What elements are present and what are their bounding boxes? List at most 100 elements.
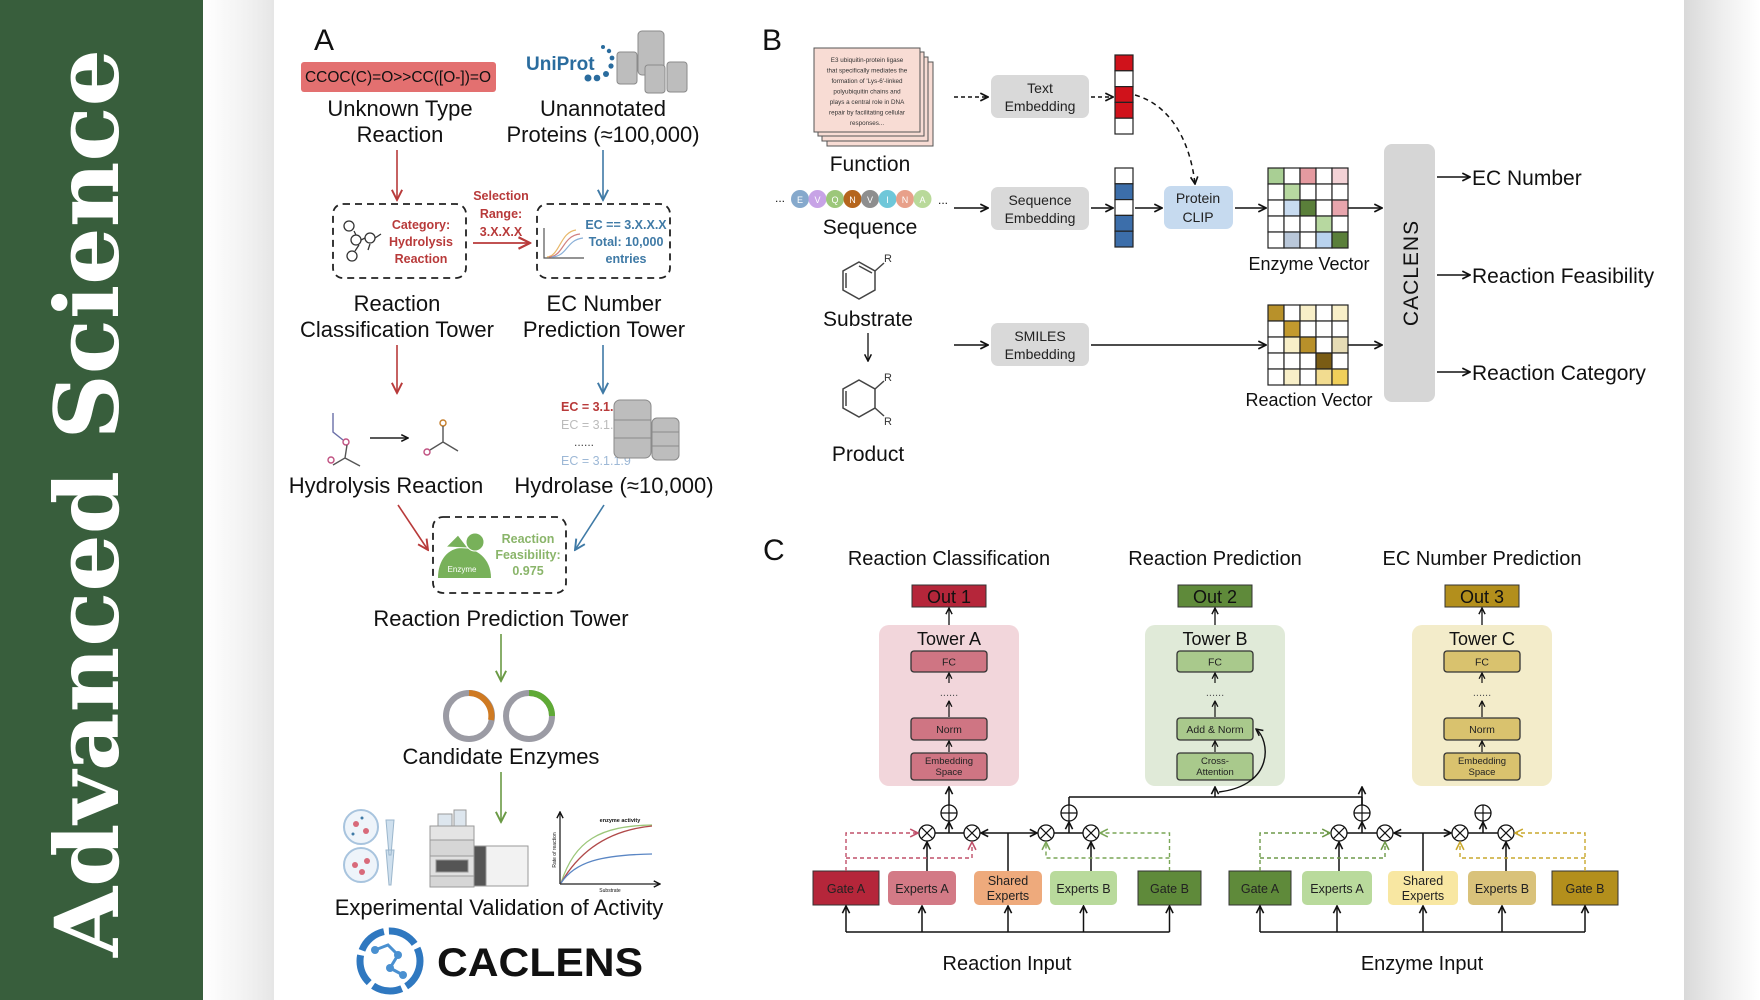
task-header: Reaction Classification xyxy=(848,548,1050,570)
multiply-icon-glyph xyxy=(1378,826,1392,840)
moe-block xyxy=(1302,871,1372,905)
grid-cell xyxy=(1315,183,1333,201)
tower-layer-box xyxy=(1176,650,1254,673)
reaction-input-label: Reaction Input xyxy=(943,953,1072,975)
candidate-enzymes-icon xyxy=(443,690,555,742)
tower-layer-box xyxy=(1443,717,1521,741)
residue-bead xyxy=(826,190,844,208)
tower-layer-box xyxy=(910,752,988,781)
panel-b: B E3 ubiquitin-protein ligase that specif… xyxy=(762,24,1655,466)
grid-cell xyxy=(1315,320,1333,338)
tower-layer-label: Embedding xyxy=(1458,756,1506,767)
r-group-label: R xyxy=(884,253,892,265)
activity-chart-xlabel: Substrate xyxy=(599,888,621,894)
function-text-line: repair by facilitating cellular xyxy=(829,110,905,117)
output-label: Out 2 xyxy=(1193,587,1237,607)
classification-category-line3: Reaction xyxy=(395,252,448,266)
ec-box-line2: Total: 10,000 xyxy=(589,235,664,249)
residue-bead xyxy=(843,190,862,208)
classification-category-line2: Hydrolysis xyxy=(389,235,453,249)
task-header: Reaction Prediction xyxy=(1128,548,1301,570)
output-reaction-category: Reaction Category xyxy=(1472,362,1646,385)
sequence-ellipsis: ... xyxy=(938,193,948,207)
grid-cell xyxy=(1315,199,1333,217)
caclens-model-block xyxy=(1384,144,1435,402)
grid-cell xyxy=(1331,368,1349,386)
grid-cell xyxy=(1315,352,1333,370)
residue-bead xyxy=(861,190,879,208)
classification-category-line1: Category: xyxy=(392,218,450,232)
gate-dashed-line xyxy=(846,842,972,859)
caclens-model-label: CACLENS xyxy=(1400,220,1423,326)
grid-cell xyxy=(1315,368,1333,386)
tower-layer-label: FC xyxy=(942,657,956,669)
grid-cell xyxy=(1283,183,1301,201)
database-icon xyxy=(613,399,680,461)
function-text-line: polyubiquitin chains and xyxy=(833,89,901,96)
tower-layer-label: FC xyxy=(1475,657,1489,669)
ec-list-item: EC = 3.1.2.1 xyxy=(561,400,631,414)
moe-block-label: Shared xyxy=(988,874,1028,888)
grid-cell xyxy=(1267,231,1285,249)
output-box xyxy=(1444,584,1520,608)
substrate-structure-icon: R xyxy=(842,253,892,300)
grid-cell xyxy=(1299,215,1317,233)
text-embedding-line1: Text xyxy=(1027,80,1053,96)
function-text-line: plays a central role in DNA xyxy=(830,99,905,106)
tower-layer-box xyxy=(1176,752,1254,781)
grid-cell xyxy=(1315,231,1333,249)
residual-arrow-icon xyxy=(1218,729,1266,793)
prediction-tower-label: Reaction Prediction Tower xyxy=(373,606,628,631)
ec-list-item: EC = 3.1.2.6 xyxy=(561,418,631,432)
selection-range-line1: Selection xyxy=(473,189,529,203)
ec-box-line3: entries xyxy=(606,252,647,266)
tower-title: Tower C xyxy=(1449,629,1515,649)
r-group-label: R xyxy=(884,416,892,428)
ec-box-line1: EC == 3.X.X.X xyxy=(585,218,667,232)
moe-block xyxy=(1468,871,1536,905)
sum-icon-glyph xyxy=(1061,805,1077,821)
residue-letter: N xyxy=(902,195,909,205)
moe-block xyxy=(1228,870,1292,906)
vector-cell xyxy=(1114,199,1134,217)
product-label: Product xyxy=(832,443,905,466)
function-text-line: responses... xyxy=(850,120,885,127)
molecule-icon xyxy=(343,220,382,262)
ec-list-ellipsis: ...... xyxy=(574,435,594,449)
moe-block-label: Experts A xyxy=(895,882,949,896)
grid-cell xyxy=(1267,368,1285,386)
residue-letter: A xyxy=(919,195,925,205)
vector-cell xyxy=(1114,54,1134,72)
grid-cell xyxy=(1283,368,1301,386)
grid-cell xyxy=(1267,167,1285,185)
enzyme-activity-chart: enzyme activity Substrate Rate of reacti… xyxy=(552,812,660,894)
unannotated-label-line2: Proteins (≈100,000) xyxy=(506,122,699,147)
grid-cell xyxy=(1331,304,1349,322)
smiles-string: CCOC(C)=O>>CC([O-])=O xyxy=(305,69,491,86)
sum-icon-glyph xyxy=(1475,805,1491,821)
mini-chart-icon xyxy=(543,228,584,259)
vector-cell xyxy=(1114,167,1134,185)
tower-layer-label: Norm xyxy=(1469,724,1495,736)
output-ec-number: EC Number xyxy=(1472,167,1582,190)
tower-layer-box xyxy=(910,717,988,741)
residue-letter: V xyxy=(867,195,873,205)
vector-cell xyxy=(1114,183,1134,201)
function-label: Function xyxy=(830,153,911,176)
function-text-line: E3 ubiquitin-protein ligase xyxy=(831,57,904,64)
grid-cell xyxy=(1299,231,1317,249)
database-icon xyxy=(616,30,688,94)
task-header: EC Number Prediction xyxy=(1383,548,1582,570)
grid-cell xyxy=(1299,352,1317,370)
grid-cell xyxy=(1299,199,1317,217)
grid-cell xyxy=(1283,167,1301,185)
ec-list-item: EC = 3.1.1.9 xyxy=(561,454,631,468)
grid-cell xyxy=(1331,215,1349,233)
sequence-embedding-line1: Sequence xyxy=(1008,192,1071,208)
tower-title: Tower B xyxy=(1182,629,1247,649)
tower-layer-label: Add & Norm xyxy=(1186,724,1243,736)
grid-cell xyxy=(1283,199,1301,217)
gate-dashed-line xyxy=(1460,842,1585,859)
uniprot-logo-text: UniProt xyxy=(526,54,595,75)
residue-letter: N xyxy=(849,195,856,205)
